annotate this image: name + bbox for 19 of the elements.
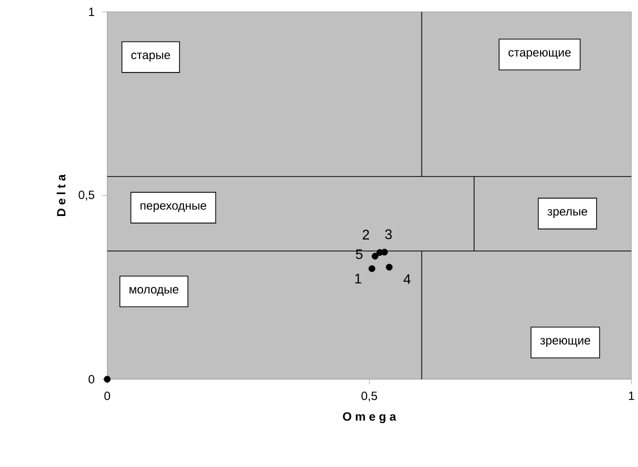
annotation: старые	[131, 52, 170, 62]
annotation: стареющие	[508, 50, 571, 60]
annotation: 4	[404, 274, 411, 284]
annotation: 5	[356, 250, 362, 260]
annotation: молодые	[130, 287, 178, 296]
annotation: переходные	[140, 203, 206, 212]
annotation: 3	[385, 230, 392, 240]
x-tick-label: 1	[628, 392, 634, 400]
y-axis-title: D e l t a	[56, 174, 66, 216]
y-tick-label: 0,5	[78, 190, 94, 201]
x-tick-label: 0	[104, 392, 110, 400]
x-axis-title: O m e g a	[342, 412, 396, 424]
annotation: 1	[355, 274, 362, 284]
annotation: 2	[362, 230, 370, 240]
annotation: зреющие	[540, 338, 590, 348]
x-tick-label: 0,5	[361, 392, 378, 402]
y-tick-label: 1	[89, 8, 94, 16]
annotation: зрелые	[547, 209, 588, 218]
y-tick-label: 0	[88, 375, 94, 384]
